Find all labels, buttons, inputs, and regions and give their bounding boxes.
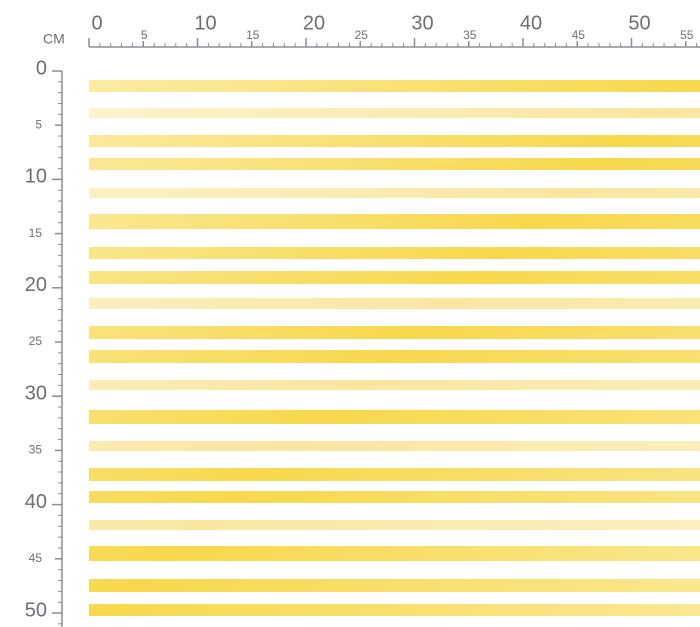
y-tick-label: 35 [29,443,43,457]
x-tick-label: 45 [572,28,586,42]
y-tick-label: 30 [25,382,47,404]
y-tick-label: 20 [25,274,47,296]
y-tick-label: 25 [29,334,43,348]
x-tick-label: 30 [411,12,433,34]
unit-label: CM [43,31,65,47]
x-tick-label: 50 [628,12,650,34]
y-tick-label: 10 [25,166,47,188]
y-tick-label: 15 [29,226,43,240]
x-tick-label: 20 [303,12,325,34]
x-tick-label: 55 [680,28,694,42]
y-tick-label: 0 [36,57,47,79]
y-tick-label: 50 [25,599,47,621]
pattern-wash [89,72,700,627]
x-tick-label: 15 [246,28,260,42]
y-tick-label: 5 [35,117,42,131]
x-tick-label: 5 [141,28,148,42]
y-tick-label: 40 [25,491,47,513]
x-tick-label: 25 [355,28,369,42]
x-tick-label: 35 [463,28,477,42]
x-tick-label: 10 [194,12,216,34]
x-tick-label: 0 [91,12,102,34]
y-tick-label: 45 [29,551,43,565]
x-tick-label: 40 [520,12,542,34]
